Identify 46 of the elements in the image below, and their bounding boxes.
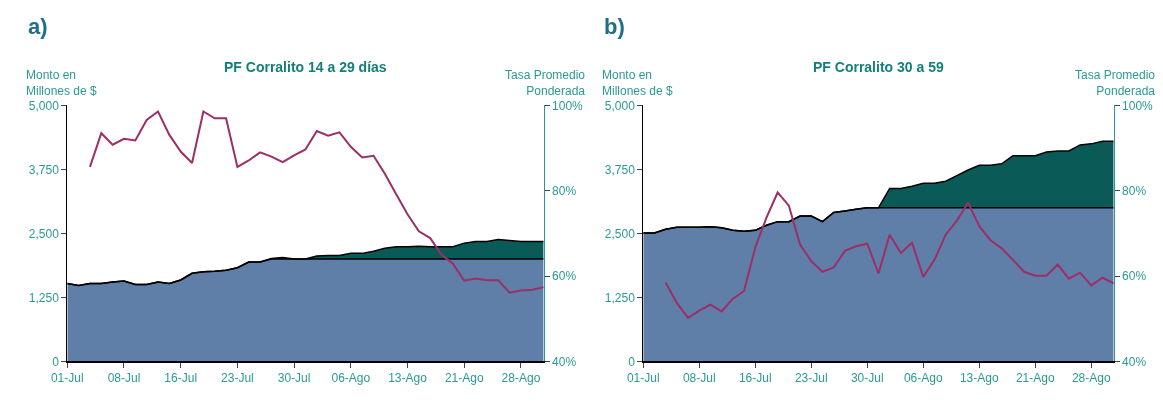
x-tick-label: 16-Jul bbox=[164, 371, 198, 386]
y-tick-label: 5,000 bbox=[604, 98, 636, 113]
y-axis-title: Monto en Millones de $ bbox=[602, 68, 674, 98]
x-tick-label: 08-Jul bbox=[682, 371, 716, 386]
x-tick-label: 01-Jul bbox=[626, 371, 660, 386]
y2-tick-label: 60% bbox=[1122, 269, 1147, 284]
x-tick-label: 28-Ago bbox=[501, 371, 541, 386]
x-tick-label: 23-Jul bbox=[794, 371, 828, 386]
y2-tick-label: 40% bbox=[1122, 354, 1147, 369]
x-tick-label: 21-Ago bbox=[444, 371, 484, 386]
y2-tick-label: 100% bbox=[552, 98, 584, 113]
x-tick-label: 23-Jul bbox=[221, 371, 254, 386]
y-tick-label: 2,500 bbox=[604, 226, 636, 241]
y-tick-label: 0 bbox=[52, 354, 60, 369]
x-tick-label: 13-Ago bbox=[959, 371, 999, 386]
text: b) bbox=[604, 14, 625, 39]
y-tick-label: 2,500 bbox=[28, 226, 60, 241]
x-tick-label: 30-Jul bbox=[850, 371, 884, 386]
x-tick-label: 30-Jul bbox=[277, 371, 311, 386]
y2-tick-label: 40% bbox=[552, 354, 577, 369]
x-tick-label: 01-Jul bbox=[50, 371, 84, 386]
y-tick-label: 3,750 bbox=[28, 162, 60, 177]
y2-tick-label: 80% bbox=[1122, 183, 1147, 198]
y2-tick-label: 100% bbox=[1122, 98, 1154, 113]
y-tick-label: 0 bbox=[628, 354, 636, 369]
y-axis-title: Monto en Millones de $ bbox=[26, 68, 98, 98]
y2-tick-label: 80% bbox=[552, 183, 577, 198]
line-series bbox=[88, 110, 544, 294]
y2-axis-title: Tasa Promedio Ponderada bbox=[505, 68, 586, 98]
y2-axis-title: Tasa Promedio Ponderada bbox=[1075, 68, 1156, 98]
x-tick-label: 06-Ago bbox=[903, 371, 943, 386]
chart-title: PF Corralito 30 a 59 bbox=[813, 59, 944, 75]
y-tick-label: 1,250 bbox=[28, 290, 60, 305]
y-tick-label: 1,250 bbox=[604, 290, 636, 305]
y2-tick-label: 60% bbox=[552, 269, 577, 284]
chart-title: PF Corralito 14 a 29 días bbox=[224, 59, 387, 75]
line-series bbox=[664, 191, 1114, 319]
y-tick-label: 5,000 bbox=[28, 98, 60, 113]
x-tick-label: 21-Ago bbox=[1015, 371, 1055, 386]
x-tick-label: 13-Ago bbox=[388, 371, 428, 386]
x-tick-label: 28-Ago bbox=[1071, 371, 1111, 386]
y-tick-label: 3,750 bbox=[604, 162, 636, 177]
x-tick-label: 06-Ago bbox=[331, 371, 371, 386]
x-tick-label: 16-Jul bbox=[738, 371, 772, 386]
text: a) bbox=[28, 14, 48, 39]
x-tick-label: 08-Jul bbox=[107, 371, 141, 386]
